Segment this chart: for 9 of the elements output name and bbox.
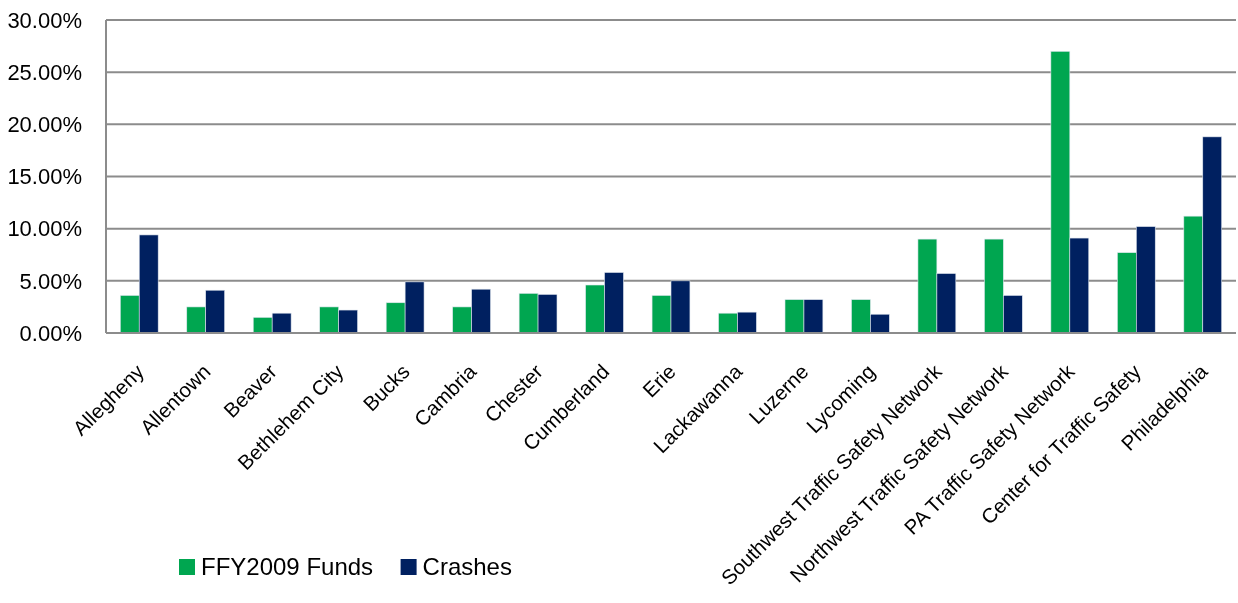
legend-label: Crashes bbox=[422, 553, 512, 580]
y-tick-label: 0.00% bbox=[19, 320, 82, 346]
y-tick-label: 5.00% bbox=[19, 268, 82, 294]
y-tick-label: 15.00% bbox=[7, 164, 82, 190]
y-tick-label: 10.00% bbox=[7, 216, 82, 242]
y-tick-label: 20.00% bbox=[7, 112, 82, 138]
legend-label: FFY2009 Funds bbox=[201, 553, 374, 580]
y-tick-label: 25.00% bbox=[7, 59, 82, 85]
y-tick-label: 30.00% bbox=[7, 7, 82, 33]
